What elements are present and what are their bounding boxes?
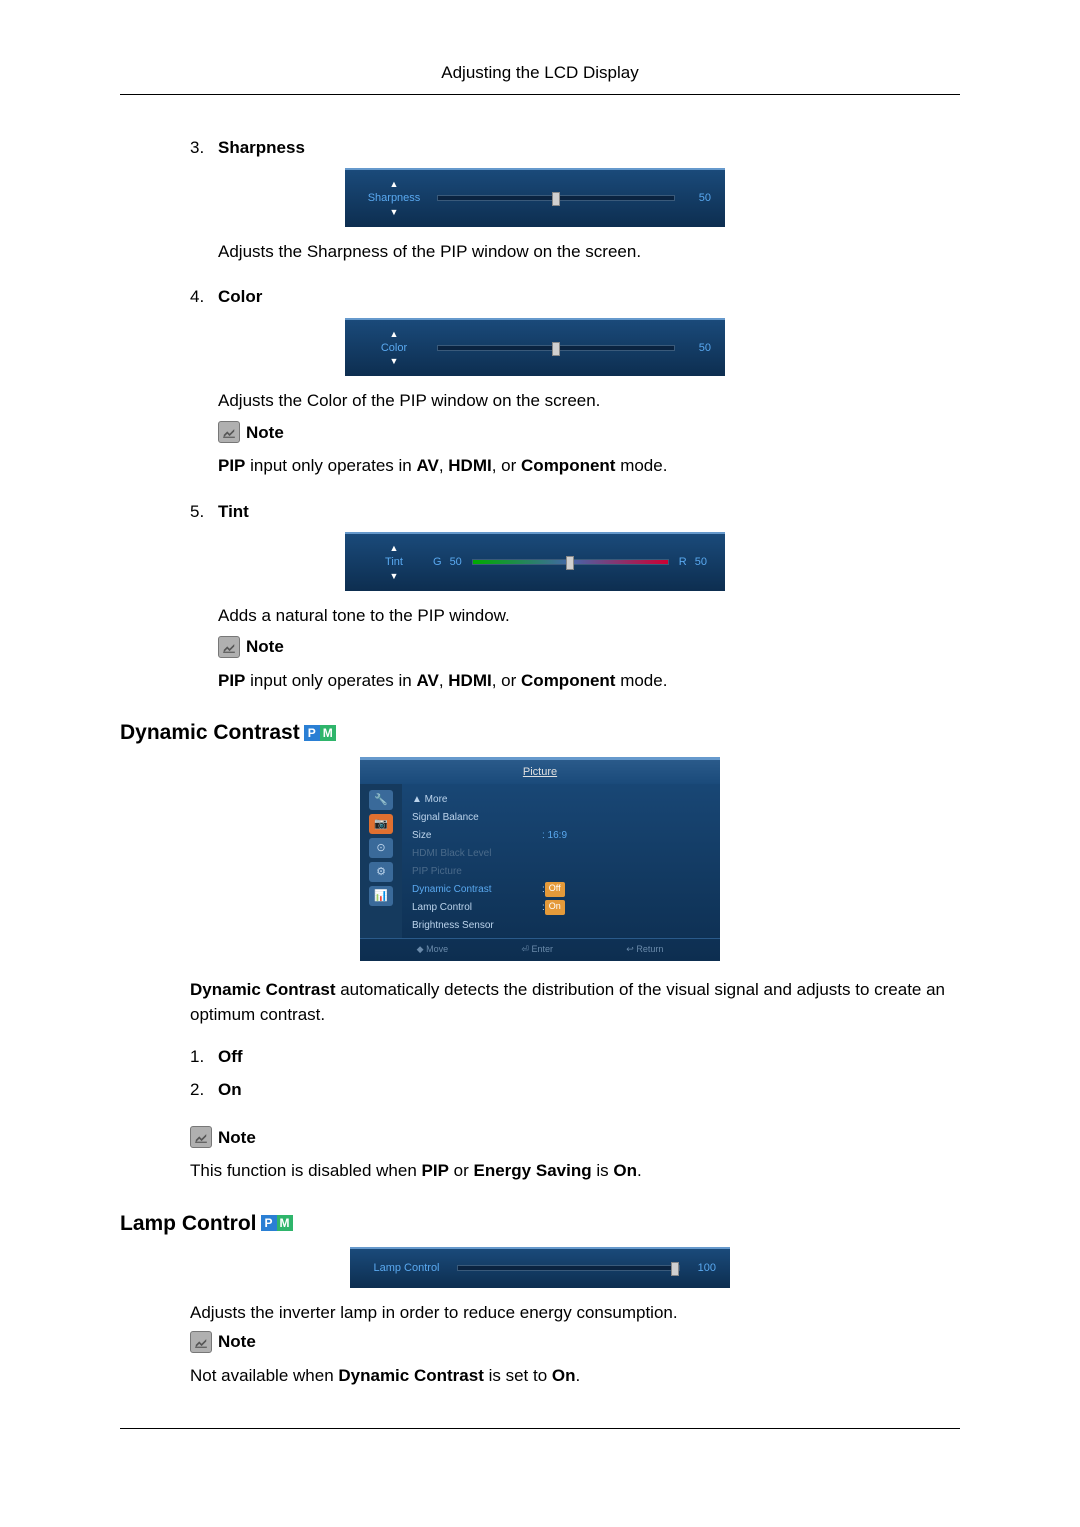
slider-label: Color bbox=[359, 340, 429, 357]
note-icon bbox=[190, 1331, 212, 1353]
section-color: 4. Color ▲ Color ▼ 50 Adjusts the Color … bbox=[190, 284, 960, 479]
menu-items: ▲ More Signal Balance Size: 16:9 HDMI Bl… bbox=[402, 784, 720, 938]
slider-value: 50 bbox=[683, 340, 711, 357]
note-icon bbox=[218, 636, 240, 658]
slider-track bbox=[457, 1265, 680, 1271]
slider-thumb bbox=[671, 1262, 679, 1276]
note-label: Note bbox=[218, 1125, 256, 1151]
slider-thumb bbox=[566, 556, 574, 570]
up-arrow-icon: ▲ bbox=[359, 544, 429, 553]
down-arrow-icon: ▼ bbox=[359, 357, 429, 366]
menu-icon: 📊 bbox=[369, 886, 393, 906]
note-label: Note bbox=[218, 1329, 256, 1355]
item-title: Tint bbox=[218, 499, 249, 525]
note-icon bbox=[218, 421, 240, 443]
menu-footer: ◆ Move ⏎ Enter ↩ Return bbox=[360, 938, 720, 961]
tint-g-label: G bbox=[433, 554, 442, 571]
down-arrow-icon: ▼ bbox=[359, 208, 429, 217]
menu-icon: ⊙ bbox=[369, 838, 393, 858]
lamp-control-body: Adjusts the inverter lamp in order to re… bbox=[190, 1300, 960, 1389]
item-number: 4. bbox=[190, 284, 218, 310]
menu-icon: 📷 bbox=[369, 814, 393, 834]
option-number: 2. bbox=[190, 1077, 218, 1103]
tint-r-label: R bbox=[679, 554, 687, 571]
menu-icon: 🔧 bbox=[369, 790, 393, 810]
pm-badge: P M bbox=[261, 1215, 293, 1231]
note-label: Note bbox=[246, 420, 284, 446]
note-label: Note bbox=[246, 634, 284, 660]
tint-slider: ▲ Tint ▼ G 50 R 50 bbox=[345, 532, 725, 591]
footer-rule bbox=[120, 1428, 960, 1429]
item-title: Sharpness bbox=[218, 135, 305, 161]
up-arrow-icon: ▲ bbox=[359, 180, 429, 189]
m-badge-icon: M bbox=[277, 1215, 293, 1231]
slider-value: 50 bbox=[683, 190, 711, 207]
note-text: PIP input only operates in AV, HDMI, or … bbox=[218, 668, 960, 694]
option-number: 1. bbox=[190, 1044, 218, 1070]
slider-label: Tint bbox=[359, 554, 429, 571]
slider-value: 100 bbox=[688, 1260, 716, 1277]
option-label: On bbox=[218, 1077, 242, 1103]
p-badge-icon: P bbox=[261, 1215, 277, 1231]
sharpness-slider: ▲ Sharpness ▼ 50 bbox=[345, 168, 725, 227]
item-description: Adjusts the Sharpness of the PIP window … bbox=[218, 239, 960, 265]
up-arrow-icon: ▲ bbox=[359, 330, 429, 339]
slider-label: Lamp Control bbox=[364, 1260, 449, 1277]
menu-header: Picture bbox=[360, 760, 720, 785]
dynamic-contrast-body: Dynamic Contrast automatically detects t… bbox=[190, 977, 960, 1184]
lc-description: Adjusts the inverter lamp in order to re… bbox=[190, 1300, 960, 1326]
tint-r-value: 50 bbox=[695, 554, 707, 571]
slider-track bbox=[437, 345, 675, 351]
option-label: Off bbox=[218, 1044, 243, 1070]
slider-thumb bbox=[552, 192, 560, 206]
note-icon bbox=[190, 1126, 212, 1148]
section-lamp-control-title: Lamp Control P M bbox=[120, 1208, 960, 1240]
slider-thumb bbox=[552, 342, 560, 356]
m-badge-icon: M bbox=[320, 725, 336, 741]
color-slider: ▲ Color ▼ 50 bbox=[345, 318, 725, 377]
down-arrow-icon: ▼ bbox=[359, 572, 429, 581]
lamp-control-slider: Lamp Control 100 bbox=[350, 1247, 730, 1288]
section-dynamic-contrast-title: Dynamic Contrast P M bbox=[120, 717, 960, 749]
item-number: 3. bbox=[190, 135, 218, 161]
section-tint: 5. Tint ▲ Tint ▼ G 50 R 50 Adds a natura… bbox=[190, 499, 960, 694]
page-header: Adjusting the LCD Display bbox=[120, 60, 960, 95]
note-text: PIP input only operates in AV, HDMI, or … bbox=[218, 453, 960, 479]
note-text: Not available when Dynamic Contrast is s… bbox=[190, 1363, 960, 1389]
note-text: This function is disabled when PIP or En… bbox=[190, 1158, 960, 1184]
picture-menu: Picture 🔧 📷 ⊙ ⚙ 📊 ▲ More Signal Balance … bbox=[360, 757, 720, 961]
dc-description: Dynamic Contrast automatically detects t… bbox=[190, 977, 960, 1028]
tint-g-value: 50 bbox=[450, 554, 462, 571]
tint-track bbox=[472, 559, 669, 565]
menu-sidebar-icons: 🔧 📷 ⊙ ⚙ 📊 bbox=[360, 784, 402, 938]
menu-icon: ⚙ bbox=[369, 862, 393, 882]
item-number: 5. bbox=[190, 499, 218, 525]
item-description: Adjusts the Color of the PIP window on t… bbox=[218, 388, 960, 414]
section-sharpness: 3. Sharpness ▲ Sharpness ▼ 50 Adjusts th… bbox=[190, 135, 960, 265]
item-title: Color bbox=[218, 284, 262, 310]
slider-label: Sharpness bbox=[359, 190, 429, 207]
slider-track bbox=[437, 195, 675, 201]
item-description: Adds a natural tone to the PIP window. bbox=[218, 603, 960, 629]
p-badge-icon: P bbox=[304, 725, 320, 741]
pm-badge: P M bbox=[304, 725, 336, 741]
